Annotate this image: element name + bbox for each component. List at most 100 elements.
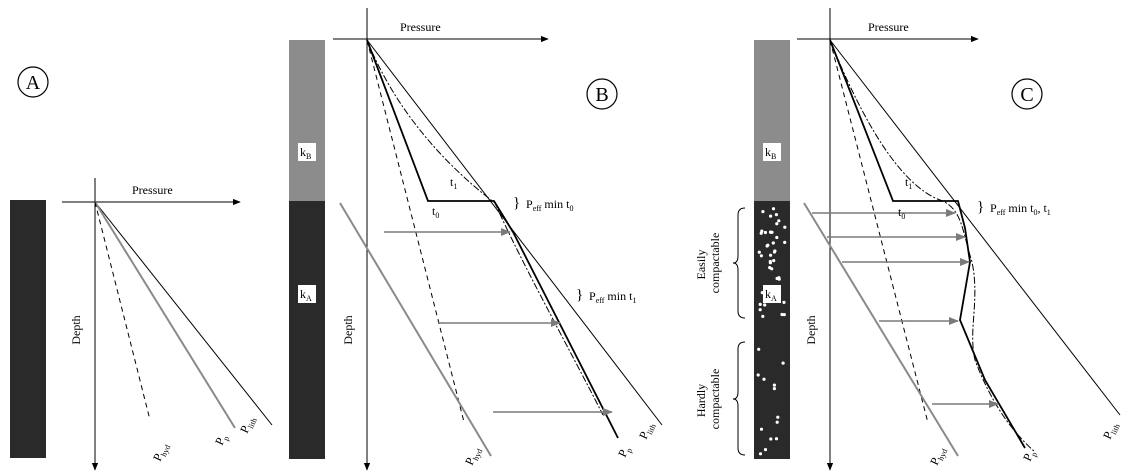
t0-label-b: t0 (432, 204, 439, 220)
t0-label-c: t0 (898, 205, 905, 221)
svg-text:A: A (26, 72, 41, 94)
peff-min-t0-t1-label-c: } Peff min t0, t1 (977, 199, 1051, 217)
p-lith-label-c: Plith (1100, 420, 1122, 442)
porosity-dot (763, 303, 767, 307)
porosity-dot (769, 253, 773, 257)
p-p-line-c (803, 202, 959, 457)
panel-a-label: A (17, 66, 49, 98)
easily-compactable-brace: Easily compactable (694, 207, 746, 319)
porosity-dot (769, 437, 773, 441)
porosity-dot (761, 314, 765, 318)
porosity-dot (765, 244, 769, 248)
k-a-label-b: kA (298, 285, 316, 303)
porosity-dot (783, 240, 787, 244)
depth-label-c: Depth (804, 315, 818, 344)
svg-text:B: B (595, 84, 608, 106)
pressure-label-c: Pressure (868, 20, 909, 34)
t1-label-b: t1 (450, 175, 457, 191)
svg-text:Peff min t1: Peff min t1 (589, 289, 636, 305)
p-hyd-line-c (829, 39, 929, 424)
svg-text:Hardly compactable: Hardly compactable (694, 369, 722, 430)
p-hyd-label-a: Phyd (150, 440, 172, 464)
p-hyd-label-b: Phyd (462, 444, 484, 468)
svg-text:kB: kB (765, 145, 776, 161)
porosity-dot (768, 259, 772, 264)
porosity-dot (771, 207, 776, 211)
porosity-dot (781, 361, 785, 365)
porosity-dot (775, 420, 779, 424)
column-a (10, 200, 46, 458)
porosity-dot (775, 235, 779, 240)
svg-text:}: } (576, 287, 583, 303)
depth-label-a: Depth (69, 315, 83, 344)
porosity-dot (782, 313, 786, 317)
p-hyd-line-a (94, 201, 151, 421)
porosity-dot (769, 230, 773, 234)
panel-b: kB kA B Pressure Depth t1 t0 } Peff min … (289, 8, 663, 471)
peff-min-t0-label-b: } Peff min t0 (513, 195, 573, 213)
column-b-bottom (289, 201, 325, 459)
svg-text:}: } (977, 199, 984, 215)
k-b-label-c: kB (763, 143, 781, 161)
porosity-dot (777, 219, 781, 223)
p-lith-line-b (366, 39, 663, 426)
p-p-label-a: Pp (212, 432, 231, 448)
panel-c-label: C (1011, 78, 1043, 110)
p-lith-label-b: Plith (636, 420, 658, 442)
porosity-dot (757, 250, 761, 254)
svg-text:Peff min t0, t1: Peff min t0, t1 (990, 201, 1051, 217)
t1-label-c: t1 (905, 175, 912, 191)
porosity-dot (762, 377, 766, 381)
svg-text:kA: kA (300, 287, 312, 303)
column-c-bottom (754, 201, 790, 459)
porosity-dot (759, 427, 764, 431)
svg-text:Easily compactable: Easily compactable (694, 233, 722, 294)
k-a-label-c: kA (763, 285, 781, 303)
p-p-line-b (339, 202, 492, 457)
p-lith-line-a (94, 201, 273, 426)
porosity-dot (758, 308, 762, 312)
porosity-dot (771, 241, 775, 245)
porosity-dot (772, 387, 777, 391)
porosity-dot (775, 222, 779, 226)
svg-text:kB: kB (300, 145, 311, 161)
porosity-dot (757, 347, 761, 351)
p-p-line-a (94, 201, 236, 429)
pressure-profile-t1-b (366, 39, 604, 416)
k-b-label-b: kB (298, 143, 316, 161)
pressure-label-a: Pressure (132, 183, 173, 197)
porosity-dot (777, 276, 781, 280)
porosity-dot (761, 210, 765, 214)
porosity-dot (774, 437, 779, 441)
svg-text:kA: kA (765, 287, 777, 303)
porosity-dot (783, 225, 787, 229)
porosity-dot (758, 452, 763, 456)
p-lith-label-a: Plith (237, 414, 259, 436)
porosity-dot (759, 254, 764, 258)
panel-b-label: B (586, 78, 618, 110)
peff-min-t1-label-b: } Peff min t1 (576, 287, 636, 305)
p-p-label-c: Pp (1020, 448, 1039, 464)
porosity-dot (769, 214, 773, 218)
porosity-dot (768, 266, 772, 270)
porosity-dot (760, 229, 764, 233)
p-hyd-line-b (366, 39, 465, 423)
porosity-dot (772, 259, 776, 263)
depth-label-b: Depth (341, 315, 355, 344)
porosity-dot (782, 300, 786, 304)
svg-text:C: C (1020, 84, 1033, 106)
pressure-profile-t0-b (366, 39, 619, 439)
p-hyd-label-c: Phyd (927, 444, 949, 468)
porosity-dot (763, 448, 768, 452)
porosity-dots-c (756, 207, 787, 456)
hardly-compactable-brace: Hardly compactable (694, 341, 746, 456)
p-p-label-b: Pp (615, 444, 634, 460)
column-c-top (754, 40, 790, 201)
porosity-dot (763, 230, 768, 235)
panel-a: A Pressure Depth Plith Pp Phyd (10, 66, 273, 471)
porosity-dot (776, 415, 780, 419)
column-b-top (289, 40, 325, 201)
porosity-dot (773, 249, 777, 253)
svg-text:}: } (513, 195, 520, 211)
